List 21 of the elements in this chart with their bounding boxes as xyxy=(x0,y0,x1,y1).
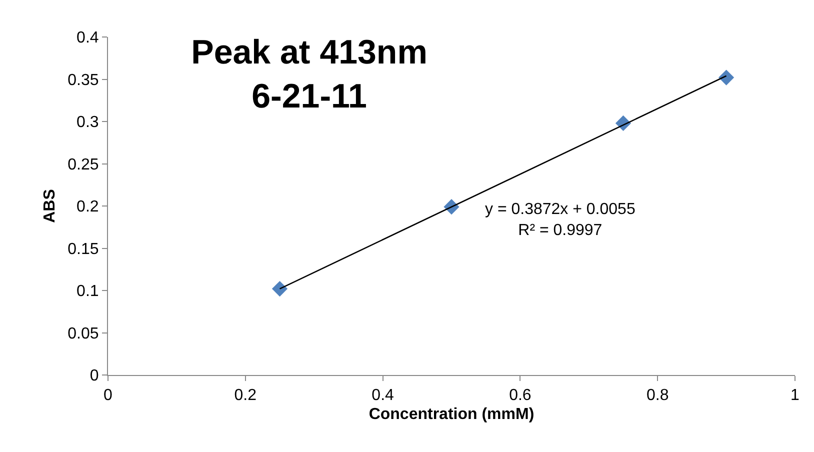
x-tick-label: 0.2 xyxy=(234,387,257,404)
x-tick-label: 0.4 xyxy=(372,387,394,404)
y-tick-label: 0.3 xyxy=(76,114,99,132)
point xyxy=(272,281,288,297)
text: Peak at 413nm 6-21-11 xyxy=(191,33,428,116)
y-tick-label: 0.15 xyxy=(68,240,99,258)
x-axis-title: Concentration (mmM) xyxy=(368,406,534,423)
x-tick-label: 0 xyxy=(104,387,113,404)
y-tick-label: 0.1 xyxy=(76,283,99,300)
y-tick-label: 0.35 xyxy=(68,72,99,89)
y-tick-label: 0 xyxy=(90,368,99,385)
annotation: y = 0.3872x + 0.0055 R² = 0.9997 xyxy=(485,201,636,239)
x-tick-label: 0.8 xyxy=(646,387,669,404)
y-tick-label: 0.4 xyxy=(76,30,99,47)
x-tick-label: 1 xyxy=(790,387,800,404)
y-axis-title: ABS xyxy=(42,188,59,223)
y-tick-label: 0.05 xyxy=(68,325,99,342)
y-tick-label: 0.2 xyxy=(76,198,99,216)
y-tick-label: 0.25 xyxy=(68,156,99,174)
x-tick-label: 0.6 xyxy=(509,387,532,404)
point xyxy=(718,70,734,86)
